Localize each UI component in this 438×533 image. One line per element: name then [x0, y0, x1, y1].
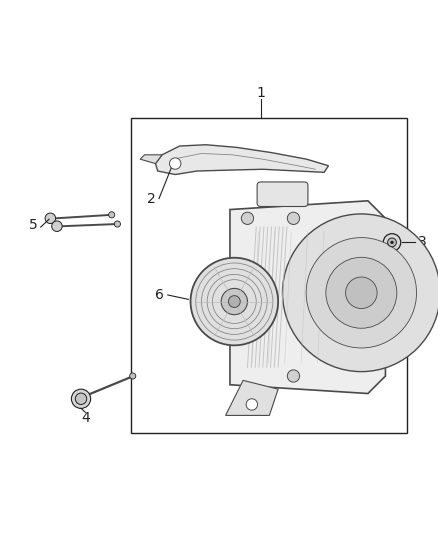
Circle shape — [287, 212, 300, 224]
Circle shape — [130, 373, 136, 379]
Polygon shape — [140, 155, 162, 164]
Circle shape — [388, 238, 396, 247]
Text: 6: 6 — [155, 288, 164, 302]
Circle shape — [45, 213, 56, 223]
Circle shape — [241, 212, 254, 224]
Text: 3: 3 — [418, 236, 427, 249]
FancyBboxPatch shape — [257, 182, 308, 206]
Circle shape — [383, 233, 401, 251]
Text: 4: 4 — [81, 410, 90, 425]
Text: 2: 2 — [147, 191, 155, 206]
Circle shape — [75, 393, 87, 405]
Circle shape — [391, 241, 393, 244]
Circle shape — [170, 158, 181, 169]
Circle shape — [246, 399, 258, 410]
Polygon shape — [226, 381, 278, 415]
Circle shape — [326, 257, 397, 328]
Circle shape — [346, 277, 377, 309]
Circle shape — [283, 214, 438, 372]
Bar — [131, 118, 407, 433]
Polygon shape — [155, 145, 328, 174]
Circle shape — [114, 221, 120, 227]
Circle shape — [52, 221, 62, 231]
Circle shape — [191, 258, 278, 345]
Circle shape — [221, 288, 247, 314]
Text: 1: 1 — [256, 86, 265, 101]
Polygon shape — [230, 201, 385, 393]
Text: 5: 5 — [28, 218, 37, 232]
Circle shape — [109, 212, 115, 218]
Circle shape — [306, 238, 417, 348]
Circle shape — [71, 389, 91, 408]
Circle shape — [287, 370, 300, 382]
Circle shape — [229, 296, 240, 308]
